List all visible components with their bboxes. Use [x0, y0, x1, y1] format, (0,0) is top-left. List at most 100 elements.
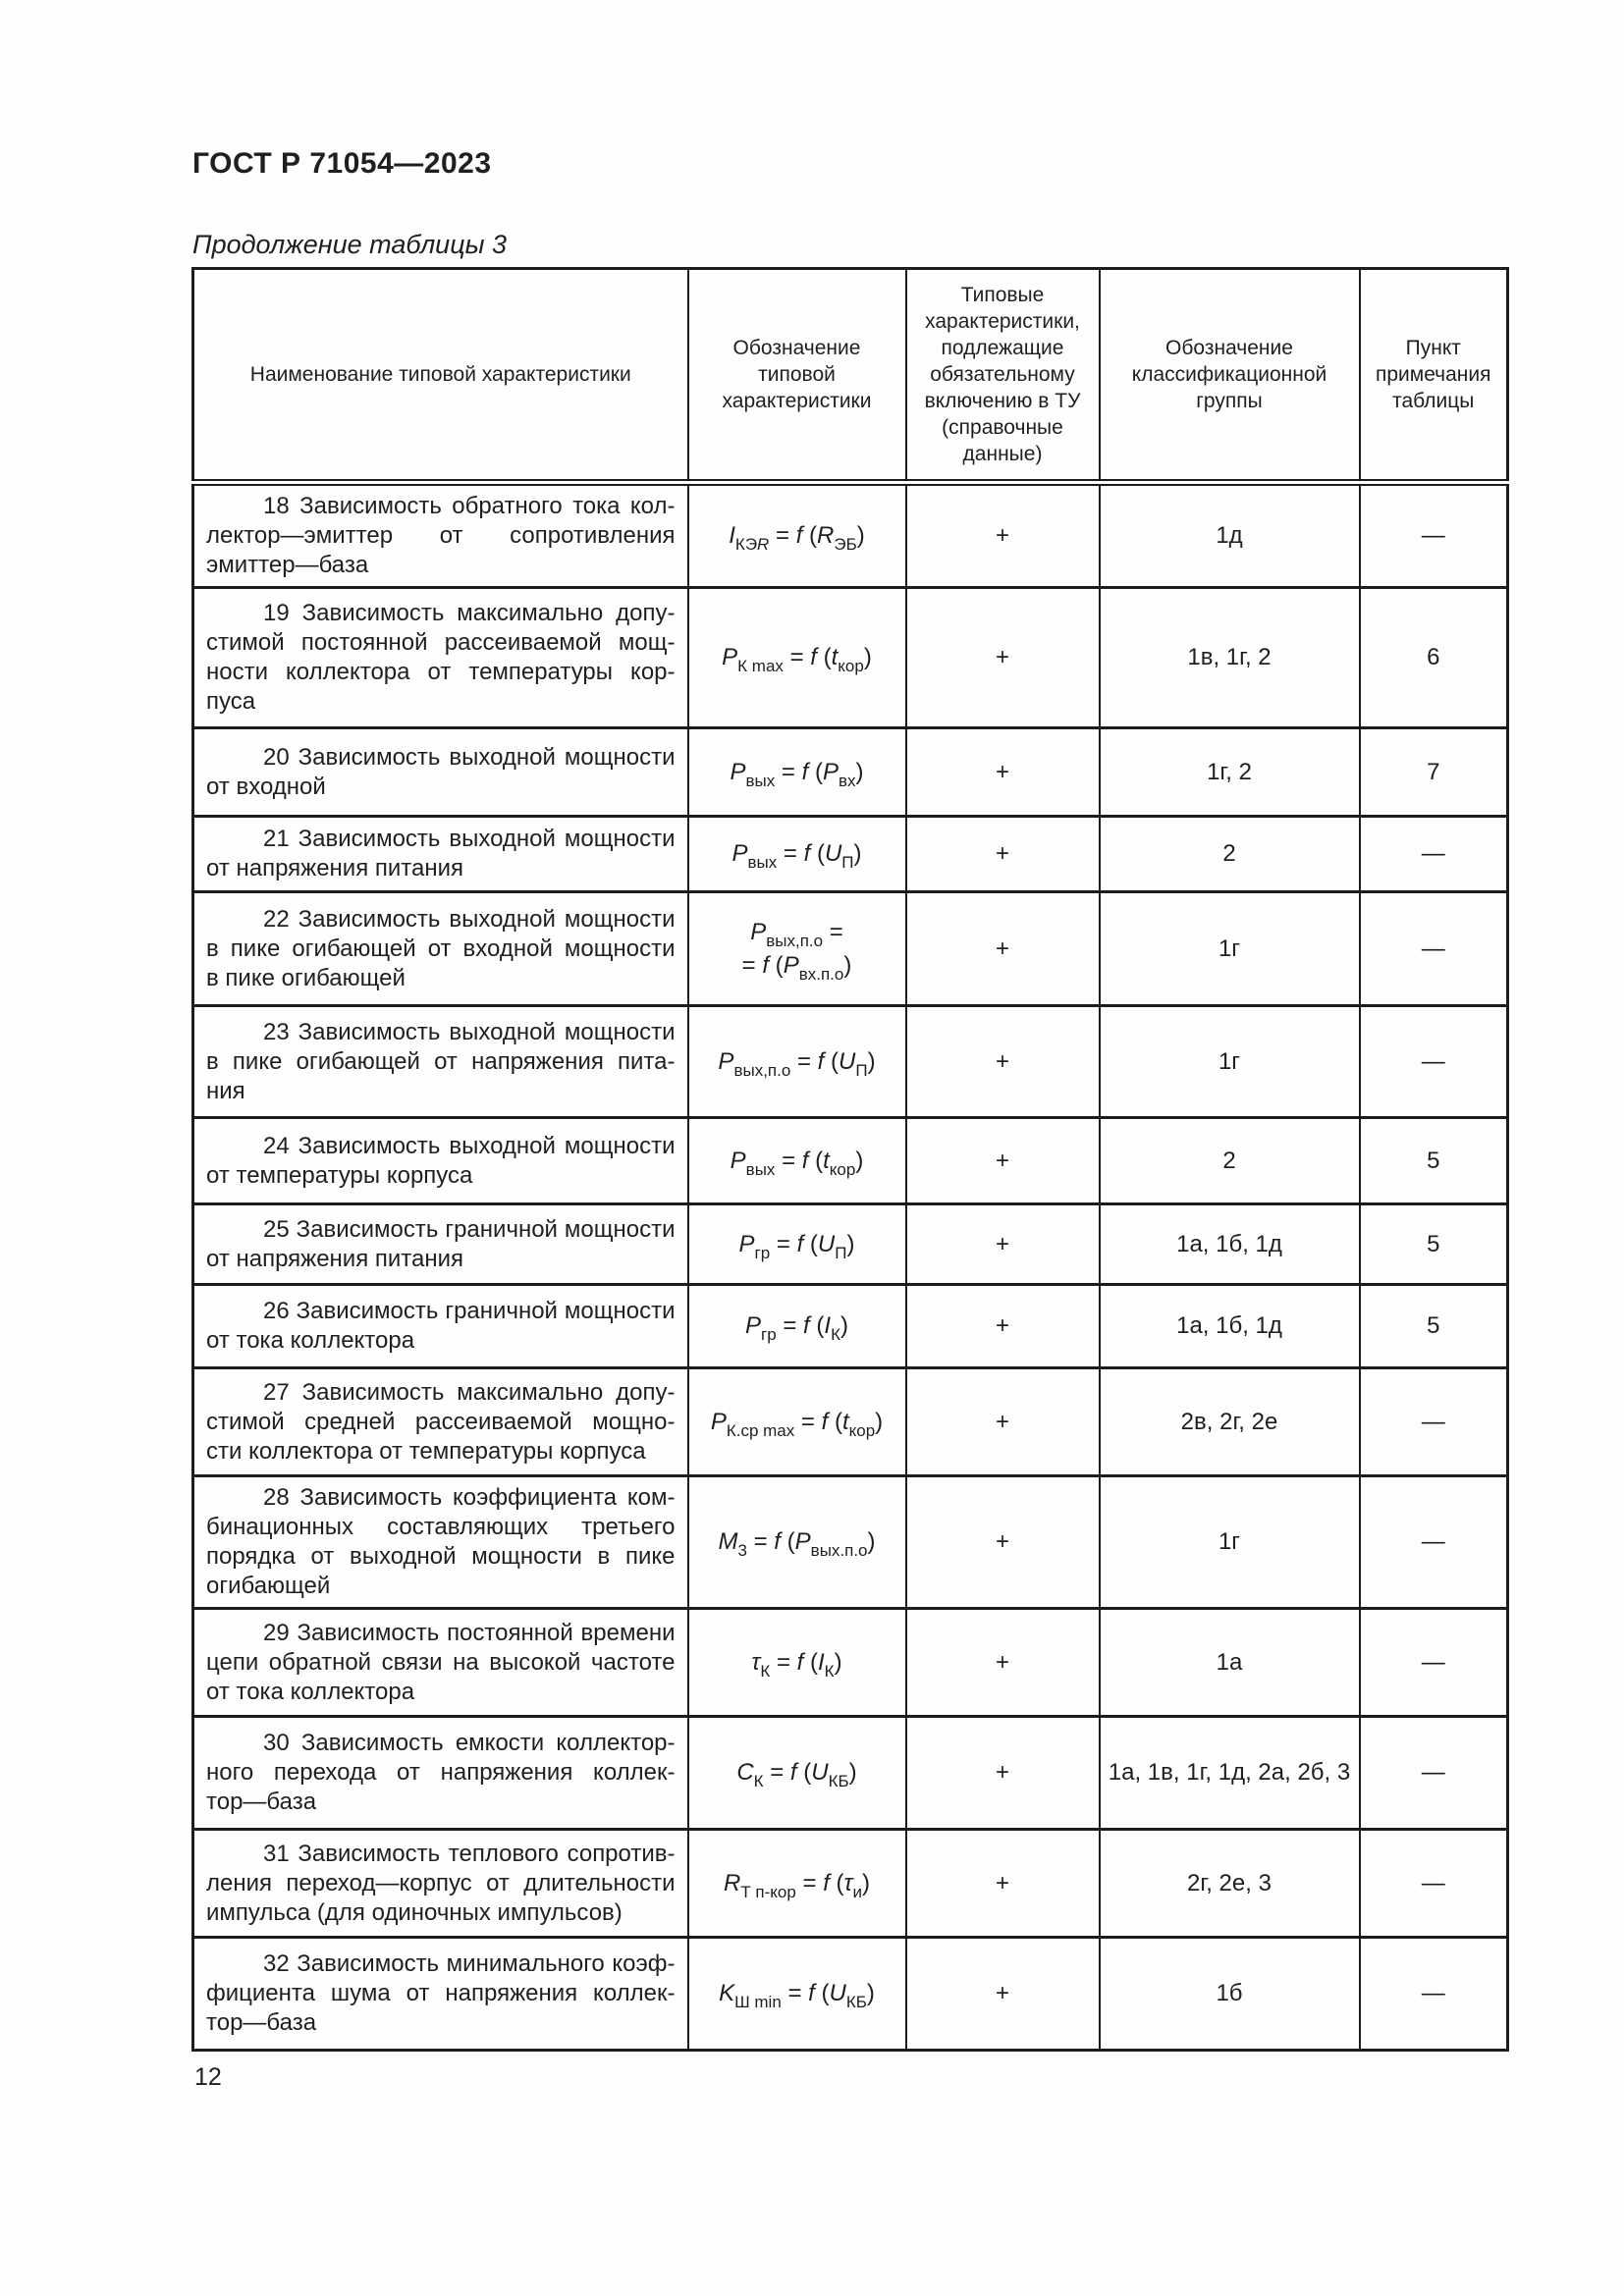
typical-mark-cell: + [904, 815, 1101, 893]
table-row: 22 Зависимость выходной мощности в пике о… [191, 890, 1509, 1007]
typical-mark-cell: + [904, 1715, 1101, 1831]
characteristic-name-line: 21 Зависимость выходной мощности [263, 826, 676, 852]
formula-line: PК.ср max = f (tкор) [710, 1408, 884, 1440]
characteristic-name-line: импульса (для одиночных импульсов) [206, 1898, 623, 1926]
characteristic-name-line: ления переход—корпус от длительности [206, 1869, 676, 1896]
characteristic-name-cell: 21 Зависимость выходной мощности от напря… [191, 815, 689, 893]
characteristic-name-cell: 26 Зависимость граничной мощности от тока… [191, 1283, 689, 1369]
note-item-cell: — [1358, 1004, 1509, 1119]
characteristic-name-line: фициента шума от напряжения коллек- [206, 1980, 676, 2006]
characteristic-name-cell: 23 Зависимость выходной мощности в пике о… [191, 1004, 689, 1119]
designation-formula-cell: Pвых,п.о = f (UП) [686, 1004, 907, 1119]
characteristic-name-line: ния [206, 1077, 245, 1104]
characteristic-name-cell: 32 Зависимость минимального коэф-фициент… [191, 1936, 689, 2052]
note-item-cell: — [1358, 1715, 1509, 1831]
characteristic-name-cell: 18 Зависимость обратного тока кол-лектор… [191, 481, 689, 589]
classification-group-cell: 1а, 1в, 1г, 1д, 2а, 2б, 3 [1098, 1715, 1361, 1831]
characteristics-table: Наименование типовой характеристики Обоз… [191, 267, 1509, 2052]
column-header-classification-group: Обозначение классификационной группы [1098, 267, 1361, 486]
designation-formula-cell: Pгр = f (IК) [686, 1283, 907, 1369]
typical-mark-cell: + [904, 1116, 1101, 1205]
classification-group-cell: 1г, 2 [1098, 726, 1361, 818]
characteristic-name-line: 29 Зависимость постоянной времени [263, 1619, 676, 1646]
characteristic-name-line: 20 Зависимость выходной мощности [263, 743, 676, 771]
note-item-cell: 5 [1358, 1283, 1509, 1369]
characteristic-name-line: 30 Зависимость емкости коллектор- [263, 1730, 676, 1756]
classification-group-cell: 1д [1098, 481, 1361, 589]
classification-group-cell: 2в, 2г, 2е [1098, 1366, 1361, 1477]
page-number: 12 [194, 2063, 222, 2091]
typical-mark-cell: + [904, 890, 1101, 1007]
characteristic-name-line: 28 Зависимость коэффициента ком- [263, 1484, 676, 1511]
characteristic-name-cell: 31 Зависимость теплового сопротив-ления … [191, 1828, 689, 1939]
designation-formula-cell: Pгр = f (UП) [686, 1202, 907, 1286]
characteristic-name-cell: 29 Зависимость постоянной времени цепи об… [191, 1607, 689, 1718]
table-row: 18 Зависимость обратного тока кол-лектор… [191, 481, 1509, 589]
formula-line: Pгр = f (UП) [738, 1230, 855, 1262]
note-item-cell: — [1358, 1607, 1509, 1718]
formula-line: KШ min = f (UКБ) [719, 1980, 875, 2011]
column-header-designation: Обозначение типовой характеристики [686, 267, 907, 486]
characteristic-name-line: стимой постоянной рассеиваемой мощ- [206, 629, 676, 656]
characteristic-name-line: от напряжения питания [206, 855, 464, 881]
characteristic-name-line: от температуры корпуса [206, 1161, 473, 1189]
note-item-cell: — [1358, 1474, 1509, 1610]
designation-formula-cell: PК max = f (tкор) [686, 586, 907, 729]
typical-mark-cell: + [904, 726, 1101, 818]
note-item-cell: — [1358, 890, 1509, 1007]
typical-mark-cell: + [904, 1607, 1101, 1718]
characteristic-name-line: 26 Зависимость граничной мощности [263, 1298, 676, 1324]
characteristic-name-cell: 27 Зависимость максимально допу-стимой с… [191, 1366, 689, 1477]
table-row: 21 Зависимость выходной мощности от напря… [191, 815, 1509, 893]
designation-formula-cell: CК = f (UКБ) [686, 1715, 907, 1831]
characteristic-name-cell: 30 Зависимость емкости коллектор-ного пе… [191, 1715, 689, 1831]
table-row: 20 Зависимость выходной мощности от входн… [191, 726, 1509, 818]
typical-mark-cell: + [904, 1936, 1101, 2052]
characteristic-name-line: лектор—эмиттер от сопротивления [206, 522, 676, 549]
characteristic-name-line: 25 Зависимость граничной мощности [263, 1215, 676, 1243]
table-header-row: Наименование типовой характеристики Обоз… [191, 267, 1509, 486]
characteristic-name-line: 27 Зависимость максимально допу- [263, 1378, 676, 1406]
formula-line: M3 = f (Pвых.п.о) [718, 1528, 876, 1560]
classification-group-cell: 1в, 1г, 2 [1098, 586, 1361, 729]
characteristic-name-line: 18 Зависимость обратного тока кол- [263, 493, 676, 519]
characteristic-name-line: в пике огибающей от напряжения пита- [206, 1047, 676, 1075]
characteristic-name-line: огибающей [206, 1573, 331, 1599]
formula-line: Pвых = f (tкор) [730, 1147, 864, 1179]
typical-mark-cell: + [904, 1004, 1101, 1119]
typical-mark-cell: + [904, 1828, 1101, 1939]
characteristic-name-cell: 25 Зависимость граничной мощности от напр… [191, 1202, 689, 1286]
formula-line: = f (Pвх.п.о) [741, 951, 852, 984]
formula-line: Pвых,п.о = [750, 918, 843, 950]
designation-formula-cell: τК = f (IК) [686, 1607, 907, 1718]
typical-mark-cell: + [904, 586, 1101, 729]
designation-formula-cell: IКЭR = f (RЭБ) [686, 481, 907, 589]
document-title: ГОСТ Р 71054—2023 [192, 147, 492, 180]
formula-line: Pгр = f (IК) [745, 1312, 848, 1344]
table-row: 32 Зависимость минимального коэф-фициент… [191, 1936, 1509, 2052]
classification-group-cell: 1а, 1б, 1д [1098, 1283, 1361, 1369]
designation-formula-cell: Pвых = f (Pвх) [686, 726, 907, 818]
table-row: 29 Зависимость постоянной времени цепи об… [191, 1607, 1509, 1718]
column-header-typical-in-tu: Типовые характеристики, подлежащие обяза… [904, 267, 1101, 486]
table-row: 27 Зависимость максимально допу-стимой с… [191, 1366, 1509, 1477]
formula-line: Pвых,п.о = f (UП) [718, 1047, 876, 1080]
classification-group-cell: 2 [1098, 815, 1361, 893]
characteristic-name-cell: 19 Зависимость максимально допу-стимой п… [191, 586, 689, 729]
formula-line: PК max = f (tкор) [722, 644, 872, 675]
characteristic-name-line: тор—база [206, 1789, 317, 1815]
typical-mark-cell: + [904, 1366, 1101, 1477]
note-item-cell: — [1358, 815, 1509, 893]
classification-group-cell: 1г [1098, 1004, 1361, 1119]
characteristic-name-line: пуса [206, 688, 256, 715]
note-item-cell: — [1358, 1936, 1509, 2052]
formula-line: CК = f (UКБ) [736, 1759, 857, 1790]
designation-formula-cell: KШ min = f (UКБ) [686, 1936, 907, 2052]
designation-formula-cell: Pвых,п.о = = f (Pвх.п.о) [686, 890, 907, 1007]
formula-line: RТ п-кор = f (τи) [723, 1869, 871, 1901]
column-header-characteristic-name: Наименование типовой характеристики [191, 267, 689, 486]
characteristic-name-line: цепи обратной связи на высокой частоте [206, 1648, 676, 1676]
formula-line: IКЭR = f (RЭБ) [729, 522, 865, 554]
formula-line: Pвых = f (UП) [731, 840, 862, 872]
